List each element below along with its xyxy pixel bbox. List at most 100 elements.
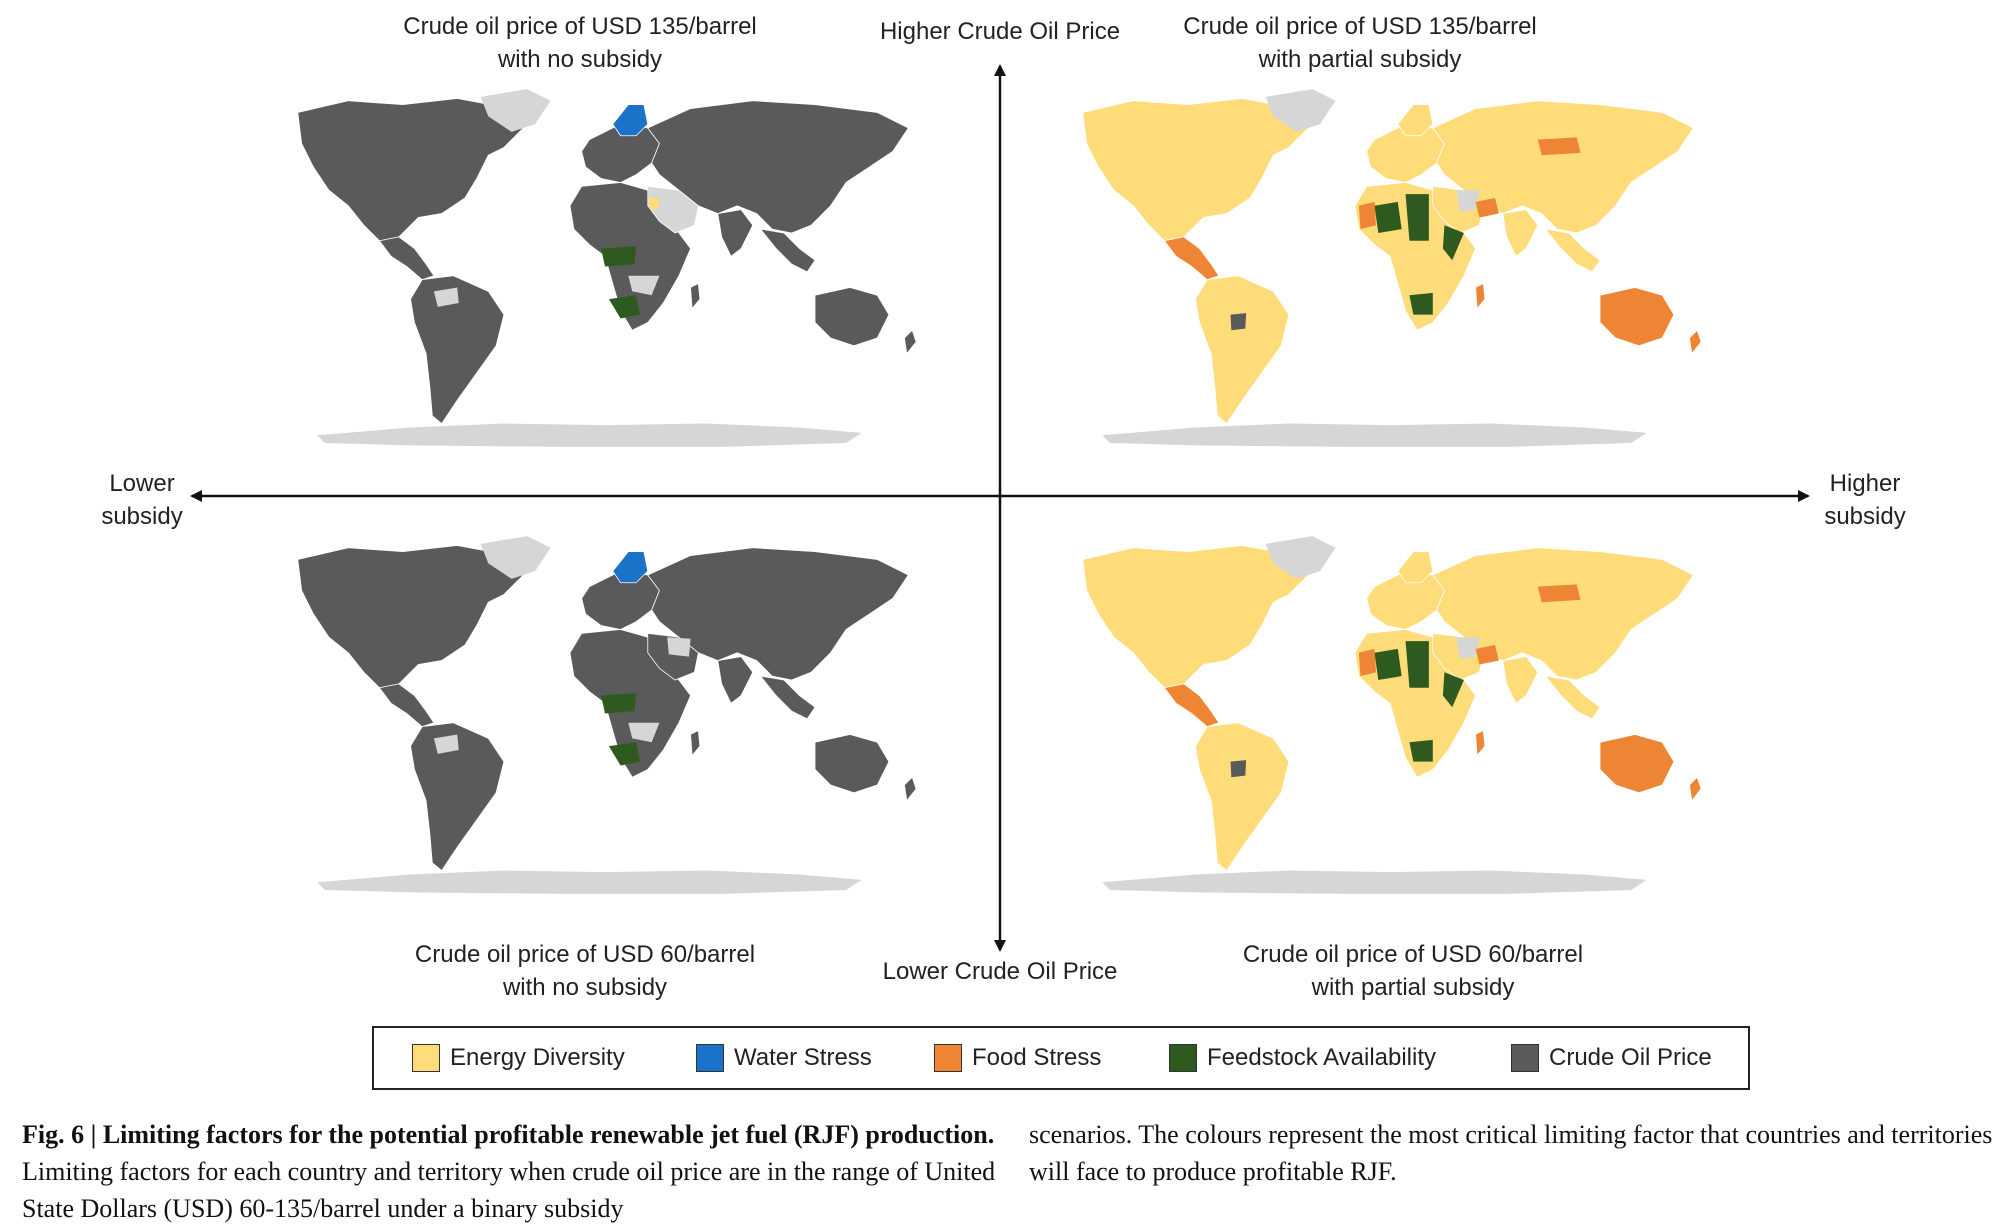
region-central-america: [379, 236, 435, 281]
region-new-zealand: [1689, 329, 1702, 354]
quadrant-label-line2: with no subsidy: [502, 974, 668, 1001]
region-new-zealand: [904, 776, 917, 801]
axis-label-right-line1: Higher: [1829, 470, 1901, 497]
quadrant-label-line2: with no subsidy: [497, 46, 663, 73]
region-antarctica: [1102, 870, 1647, 894]
region-horn-africa-feedstock: [1442, 672, 1464, 708]
region-australia: [814, 734, 890, 794]
quadrant-label-line1: Crude oil price of USD 135/barrel: [403, 13, 757, 40]
region-north-america: [1082, 98, 1313, 242]
region-north-america: [297, 545, 528, 689]
region-me-nodata: [1456, 637, 1480, 659]
region-southeast-asia: [760, 228, 816, 273]
region-sa-nodata: [433, 287, 459, 307]
axis-label-bottom: Lower Crude Oil Price: [882, 958, 1118, 985]
region-sa-crude: [1230, 760, 1247, 778]
legend-swatch: [1511, 1044, 1539, 1072]
region-central-africa-feedstock: [601, 693, 637, 714]
axis-label-right-line2: subsidy: [1824, 503, 1906, 530]
region-south-america: [1195, 722, 1290, 871]
axis-label-left: Lower subsidy: [92, 467, 192, 533]
legend-swatch: [412, 1044, 440, 1072]
legend-item-feedstock-availability: Feedstock Availability: [1169, 1028, 1436, 1088]
region-australia: [1599, 287, 1675, 347]
region-antarctica: [317, 870, 862, 894]
region-mongolia-food: [1537, 137, 1581, 156]
quadrant-label-line1: Crude oil price of USD 60/barrel: [414, 941, 756, 968]
axis-label-left-line1: Lower: [109, 470, 175, 497]
region-west-africa-feedstock: [1374, 648, 1402, 680]
quadrant-label-line1: Crude oil price of USD 60/barrel: [1242, 941, 1584, 968]
region-new-zealand: [904, 329, 917, 354]
axis-label-left-line2: subsidy: [101, 503, 183, 530]
region-west-africa-feedstock: [1374, 201, 1402, 233]
legend-label: Feedstock Availability: [1207, 1044, 1437, 1071]
region-southern-africa-feedstock: [1409, 739, 1433, 762]
region-sahel-feedstock: [1405, 194, 1429, 241]
legend-swatch: [696, 1044, 724, 1072]
region-levant-energy: [647, 198, 660, 210]
region-west-africa-food: [1358, 201, 1376, 230]
caption-text-2: scenarios. The colours represent the mos…: [1029, 1120, 1993, 1186]
legend-item-crude-oil-price: Crude Oil Price: [1511, 1028, 1712, 1088]
legend-item-food-stress: Food Stress: [934, 1028, 1101, 1088]
region-southern-africa-feedstock: [1409, 292, 1433, 315]
legend-label: Water Stress: [734, 1044, 872, 1071]
map-top-right: [1082, 89, 1702, 447]
region-north-america: [1082, 545, 1313, 689]
legend-item-energy-diversity: Energy Diversity: [412, 1028, 625, 1088]
region-north-america: [297, 98, 528, 242]
region-antarctica: [1102, 423, 1647, 447]
axis-label-top: Higher Crude Oil Price: [879, 18, 1121, 45]
caption-figure-label: Fig. 6 | Limiting factors for the potent…: [22, 1120, 995, 1149]
region-australia: [1599, 734, 1675, 794]
region-central-africa-feedstock: [601, 246, 637, 267]
region-madagascar: [1475, 283, 1486, 309]
region-horn-africa-feedstock: [1442, 225, 1464, 261]
region-central-america: [1164, 683, 1220, 728]
region-me-nodata: [1456, 190, 1480, 212]
caption-column-2: scenarios. The colours represent the mos…: [1029, 1116, 1999, 1190]
quadrant-label-bottom-left: Crude oil price of USD 60/barrel with no…: [305, 938, 865, 1004]
region-africa-nodata: [628, 275, 660, 296]
legend-item-water-stress: Water Stress: [696, 1028, 872, 1088]
quadrant-label-line2: with partial subsidy: [1311, 974, 1515, 1001]
region-central-america: [379, 683, 435, 728]
legend-swatch: [1169, 1044, 1197, 1072]
region-new-zealand: [1689, 776, 1702, 801]
region-antarctica: [317, 423, 862, 447]
region-india: [1502, 209, 1539, 257]
axis-label-right: Higher subsidy: [1815, 467, 1915, 533]
region-central-america: [1164, 236, 1220, 281]
quadrant-label-top-right: Crude oil price of USD 135/barrel with p…: [1080, 10, 1640, 76]
region-mongolia-food: [1537, 584, 1581, 603]
region-sa-nodata: [433, 734, 459, 754]
legend-swatch: [934, 1044, 962, 1072]
region-afghanistan-food: [1475, 198, 1499, 218]
legend-label: Food Stress: [972, 1044, 1102, 1071]
region-south-america: [1195, 275, 1290, 424]
quadrant-label-top-left: Crude oil price of USD 135/barrel with n…: [300, 10, 860, 76]
region-southeast-asia: [760, 675, 816, 720]
region-southern-africa-feedstock: [608, 295, 640, 319]
region-india: [1502, 656, 1539, 704]
quadrant-label-line2: with partial subsidy: [1258, 46, 1462, 73]
region-madagascar: [1475, 730, 1486, 756]
region-madagascar: [690, 283, 701, 309]
legend-label: Energy Diversity: [450, 1044, 625, 1071]
region-afghanistan-food: [1475, 645, 1499, 665]
quadrant-label-line1: Crude oil price of USD 135/barrel: [1183, 13, 1537, 40]
map-bottom-left: [297, 536, 917, 894]
region-west-africa-food: [1358, 648, 1376, 677]
quadrant-label-bottom-right: Crude oil price of USD 60/barrel with pa…: [1133, 938, 1693, 1004]
map-legend: Energy Diversity Water Stress Food Stres…: [372, 1026, 1750, 1090]
region-me-nodata: [667, 637, 691, 657]
region-southern-africa-feedstock: [608, 742, 640, 766]
map-top-left: [297, 89, 917, 447]
figure-caption: Fig. 6 | Limiting factors for the potent…: [22, 1116, 1997, 1226]
region-southeast-asia: [1545, 228, 1601, 273]
caption-column-1: Fig. 6 | Limiting factors for the potent…: [22, 1116, 997, 1227]
region-sa-crude: [1230, 313, 1247, 331]
region-australia: [814, 287, 890, 347]
